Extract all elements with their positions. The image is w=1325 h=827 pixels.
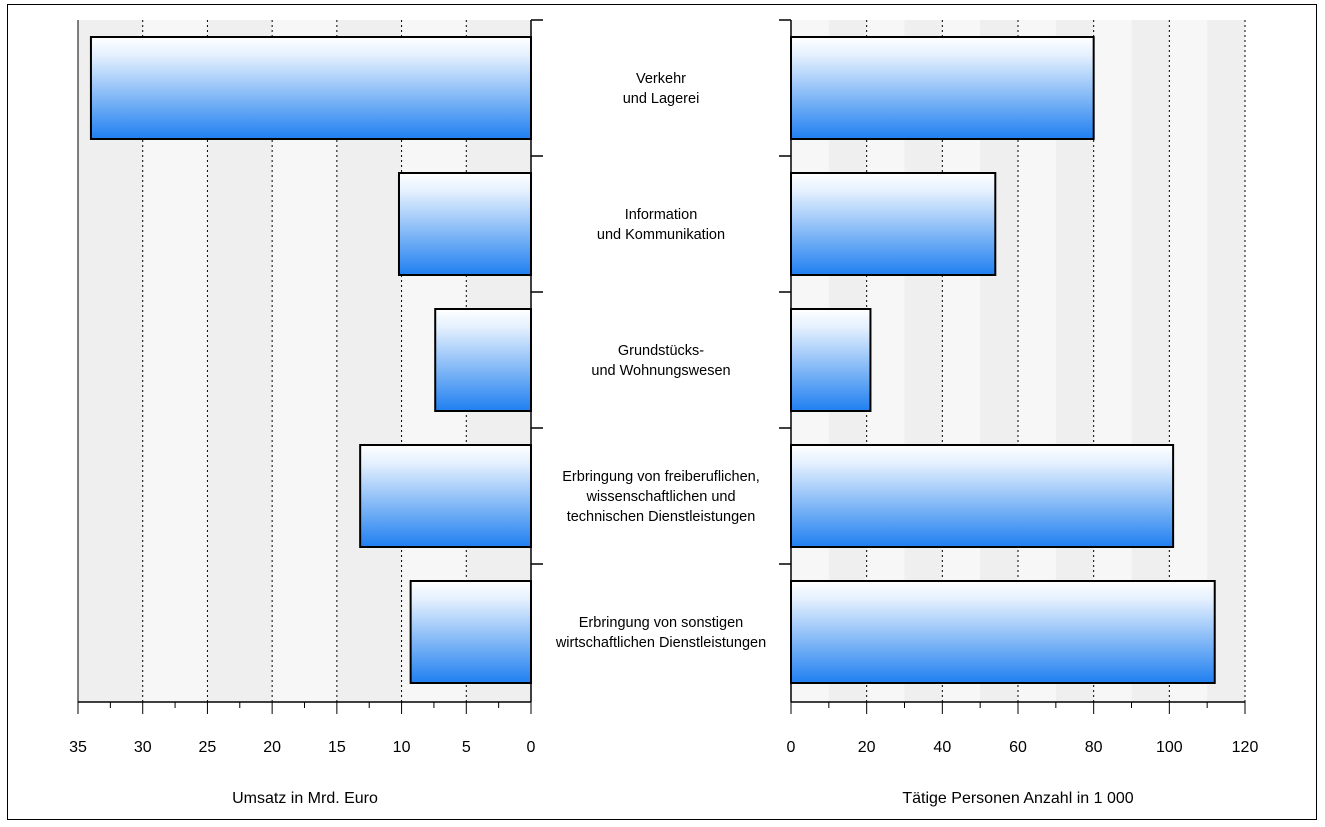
chart-frame [7,4,1317,820]
category-label-line: Verkehr [636,71,686,87]
left-bar [359,444,533,548]
left-x-tick-label: 15 [328,739,346,756]
category-label-line: wirtschaftlichen Dienstleistungen [555,635,766,651]
left-x-tick-label: 35 [69,739,87,756]
right-x-tick-label: 120 [1232,739,1259,756]
category-label-line: und Kommunikation [597,227,725,243]
left-x-tick-label: 20 [263,739,281,756]
category-label-line: Information [625,207,698,223]
right-x-tick-label: 20 [858,739,876,756]
category-label-line: und Wohnungswesen [591,363,730,379]
left-x-tick-label: 10 [393,739,411,756]
left-bar [434,308,533,412]
left-bar [409,580,533,684]
left-bar [397,172,532,276]
right-bar [790,36,1095,140]
right-x-tick-label: 80 [1085,739,1103,756]
left-plot-area: 35 30 25 20 15 10 5 0 [69,19,543,756]
right-plot-area: 0 20 40 60 80 100 120 [779,19,1259,756]
category-label-line: technischen Dienstleistungen [567,509,756,525]
right-bar [790,444,1175,548]
right-x-tick-label: 0 [787,739,796,756]
category-label-line: Erbringung von sonstigen [579,615,743,631]
left-x-tick-label: 0 [527,739,536,756]
right-x-axis-title: Tätige Personen Anzahl in 1 000 [902,790,1133,807]
category-label-line: und Lagerei [623,91,700,107]
category-label-line: Erbringung von freiberuflichen, [562,469,759,485]
left-x-axis-title: Umsatz in Mrd. Euro [232,790,378,807]
right-bar [790,172,997,276]
right-x-tick-label: 100 [1156,739,1183,756]
category-label-line: wissenschaftlichen und [585,489,735,505]
right-x-tick-label: 60 [1009,739,1027,756]
category-labels: Verkehr und Lagerei Information und Kommuni… [555,71,766,651]
right-bar [790,580,1216,684]
left-x-tick-label: 30 [134,739,152,756]
right-bar [790,308,872,412]
category-label-line: Grundstücks- [618,343,704,359]
right-x-tick-label: 40 [933,739,951,756]
left-x-tick-label: 25 [199,739,217,756]
left-x-tick-label: 5 [462,739,471,756]
left-bar [89,36,532,140]
